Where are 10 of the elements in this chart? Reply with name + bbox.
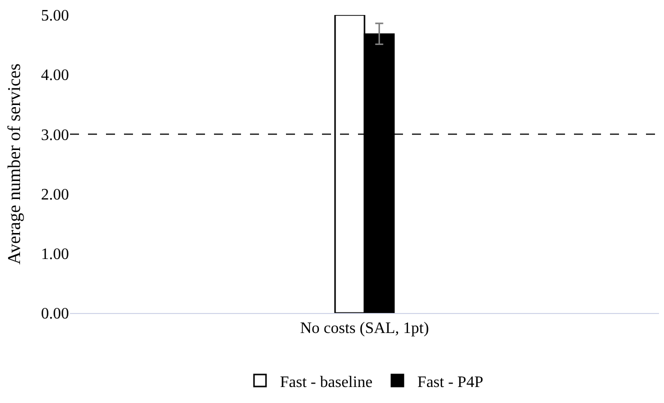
x-tick-label: No costs (SAL, 1pt) [300, 320, 429, 338]
y-tick-label: 2.00 [41, 186, 69, 204]
y-tick-label: 0.00 [41, 306, 69, 323]
legend-label: Fast - baseline [280, 374, 372, 391]
y-axis-title: Average number of services [4, 63, 24, 265]
y-tick-label: 3.00 [41, 126, 69, 144]
y-tick-label: 5.00 [41, 8, 69, 25]
y-tick-label: 4.00 [41, 67, 69, 84]
y-tick-label: 1.00 [41, 246, 69, 263]
legend-label: Fast - P4P [417, 374, 484, 391]
